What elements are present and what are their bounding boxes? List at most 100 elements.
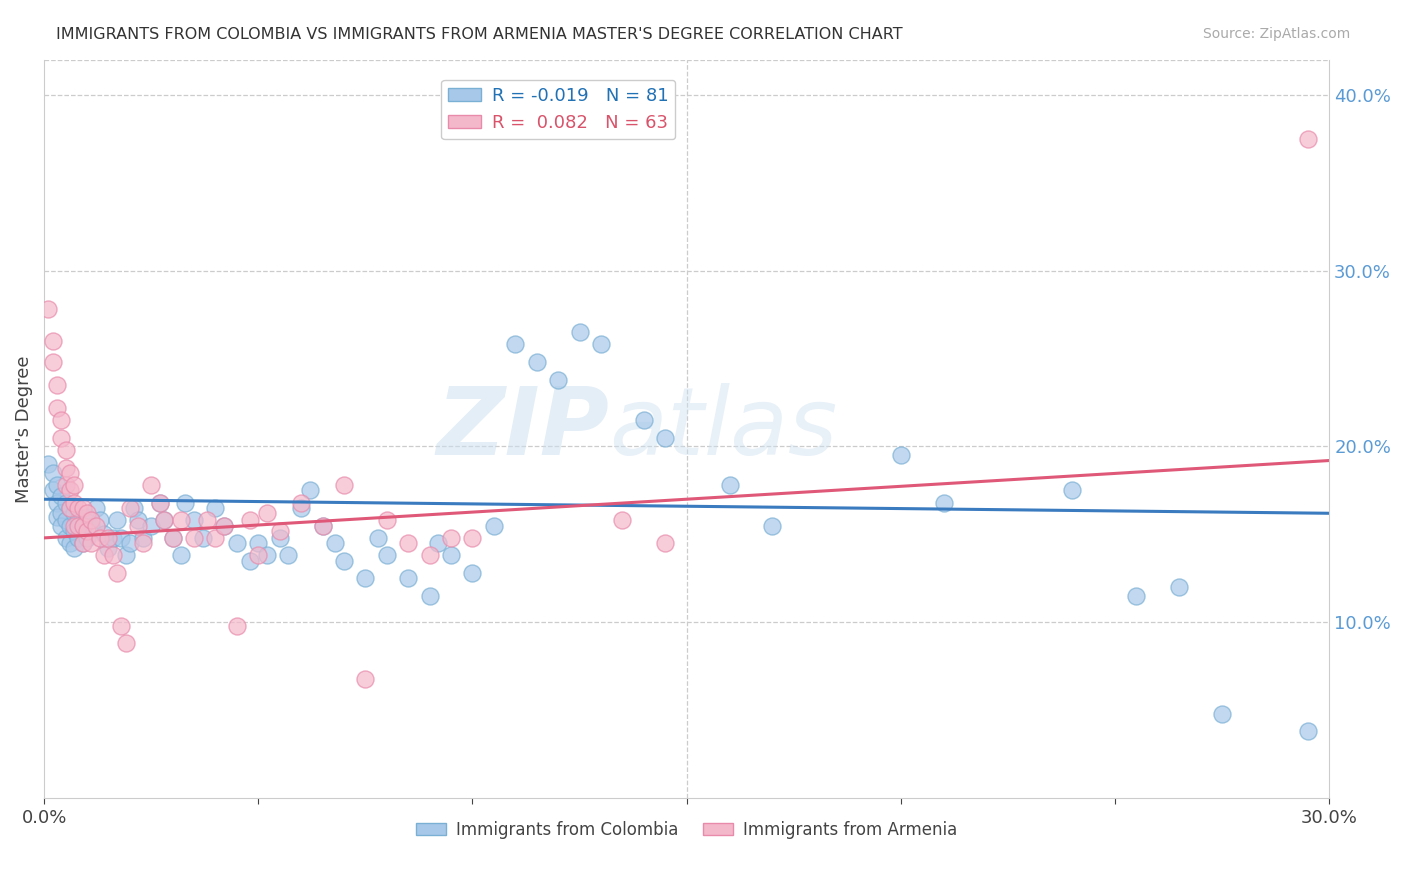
Point bbox=[55, 442, 77, 457]
Point bbox=[298, 483, 321, 498]
Point bbox=[105, 566, 128, 580]
Point bbox=[1168, 580, 1191, 594]
Legend: Immigrants from Colombia, Immigrants from Armenia: Immigrants from Colombia, Immigrants fro… bbox=[409, 814, 965, 846]
Point bbox=[654, 536, 676, 550]
Point bbox=[63, 496, 86, 510]
Point bbox=[1062, 483, 1084, 498]
Point bbox=[633, 413, 655, 427]
Point bbox=[55, 478, 77, 492]
Point bbox=[932, 496, 955, 510]
Point bbox=[247, 536, 270, 550]
Text: IMMIGRANTS FROM COLOMBIA VS IMMIGRANTS FROM ARMENIA MASTER'S DEGREE CORRELATION : IMMIGRANTS FROM COLOMBIA VS IMMIGRANTS F… bbox=[56, 27, 903, 42]
Point bbox=[46, 509, 69, 524]
Point bbox=[311, 518, 333, 533]
Point bbox=[97, 531, 120, 545]
Point bbox=[84, 501, 107, 516]
Point bbox=[72, 518, 94, 533]
Point bbox=[101, 549, 124, 563]
Point bbox=[354, 672, 377, 686]
Point bbox=[127, 513, 149, 527]
Point bbox=[427, 536, 450, 550]
Point bbox=[461, 566, 484, 580]
Point bbox=[225, 619, 247, 633]
Point bbox=[526, 355, 548, 369]
Point bbox=[1211, 706, 1233, 721]
Point bbox=[311, 518, 333, 533]
Point bbox=[72, 501, 94, 516]
Point bbox=[204, 531, 226, 545]
Point bbox=[290, 501, 312, 516]
Point bbox=[89, 513, 111, 527]
Point bbox=[41, 334, 63, 348]
Point bbox=[93, 527, 115, 541]
Point bbox=[51, 518, 73, 533]
Point bbox=[41, 466, 63, 480]
Point bbox=[46, 378, 69, 392]
Point bbox=[890, 448, 912, 462]
Point bbox=[149, 496, 172, 510]
Point bbox=[247, 549, 270, 563]
Text: atlas: atlas bbox=[610, 384, 838, 475]
Point bbox=[325, 536, 347, 550]
Point bbox=[101, 531, 124, 545]
Point bbox=[67, 501, 90, 516]
Point bbox=[122, 501, 145, 516]
Point bbox=[212, 518, 235, 533]
Point bbox=[141, 518, 163, 533]
Point bbox=[183, 531, 205, 545]
Point bbox=[118, 536, 141, 550]
Point bbox=[239, 554, 262, 568]
Point bbox=[51, 506, 73, 520]
Point bbox=[41, 355, 63, 369]
Point bbox=[547, 373, 569, 387]
Point bbox=[482, 518, 505, 533]
Point bbox=[612, 513, 634, 527]
Point bbox=[59, 518, 82, 533]
Point bbox=[63, 518, 86, 533]
Point bbox=[59, 536, 82, 550]
Point bbox=[89, 531, 111, 545]
Y-axis label: Master's Degree: Master's Degree bbox=[15, 355, 32, 502]
Point bbox=[63, 478, 86, 492]
Point bbox=[80, 536, 103, 550]
Point bbox=[256, 549, 278, 563]
Point bbox=[105, 513, 128, 527]
Point bbox=[149, 496, 172, 510]
Point bbox=[76, 524, 98, 538]
Point bbox=[93, 549, 115, 563]
Point bbox=[46, 401, 69, 415]
Point bbox=[37, 302, 59, 317]
Point bbox=[256, 506, 278, 520]
Text: ZIP: ZIP bbox=[437, 383, 610, 475]
Point bbox=[63, 524, 86, 538]
Point bbox=[110, 531, 132, 545]
Point bbox=[654, 431, 676, 445]
Point bbox=[269, 524, 291, 538]
Point bbox=[141, 478, 163, 492]
Point bbox=[1296, 724, 1319, 739]
Point bbox=[84, 518, 107, 533]
Point bbox=[51, 431, 73, 445]
Point bbox=[419, 549, 441, 563]
Point bbox=[51, 413, 73, 427]
Point bbox=[396, 536, 419, 550]
Point bbox=[239, 513, 262, 527]
Point bbox=[505, 337, 527, 351]
Point bbox=[67, 518, 90, 533]
Point bbox=[51, 489, 73, 503]
Point bbox=[55, 496, 77, 510]
Point bbox=[76, 509, 98, 524]
Point bbox=[110, 619, 132, 633]
Point bbox=[440, 531, 463, 545]
Point bbox=[183, 513, 205, 527]
Point bbox=[333, 478, 356, 492]
Text: Source: ZipAtlas.com: Source: ZipAtlas.com bbox=[1202, 27, 1350, 41]
Point bbox=[170, 513, 193, 527]
Point bbox=[375, 549, 398, 563]
Point bbox=[1125, 589, 1147, 603]
Point bbox=[72, 536, 94, 550]
Point bbox=[277, 549, 299, 563]
Point bbox=[174, 496, 197, 510]
Point bbox=[195, 513, 218, 527]
Point bbox=[114, 549, 136, 563]
